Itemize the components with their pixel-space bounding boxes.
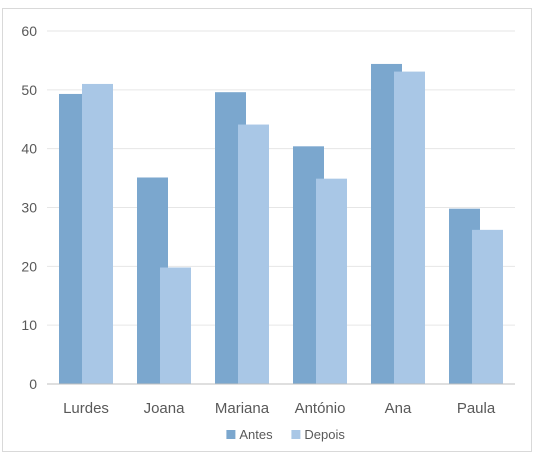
x-category-label: Mariana — [215, 400, 270, 417]
y-tick-label: 10 — [21, 317, 37, 333]
x-category-label: Paula — [457, 400, 496, 417]
x-category-label: António — [295, 400, 346, 417]
y-tick-label: 40 — [21, 141, 37, 157]
y-axis-ticks: 0 10 20 30 40 50 60 — [21, 23, 37, 392]
legend-swatch-antes — [226, 430, 236, 439]
bar-chart: 0 10 20 30 40 50 60 Lurdes Joana Mariana António A… — [21, 23, 515, 442]
x-axis-categories: Lurdes Joana Mariana António Ana Paula — [63, 400, 496, 417]
bar-depois-1 — [160, 267, 191, 384]
chart-frame: 0 10 20 30 40 50 60 Lurdes Joana Mariana António A… — [2, 8, 532, 452]
bar-depois-4 — [394, 71, 425, 384]
legend: Antes Depois — [226, 427, 345, 442]
y-tick-label: 60 — [21, 23, 37, 39]
x-category-label: Ana — [385, 400, 412, 417]
y-tick-label: 0 — [29, 376, 37, 392]
legend-label-depois: Depois — [304, 427, 345, 442]
bar-depois-2 — [238, 124, 269, 385]
bar-depois-3 — [316, 178, 347, 384]
y-tick-label: 20 — [21, 258, 37, 274]
legend-label-antes: Antes — [239, 427, 273, 442]
gridlines — [47, 30, 515, 326]
y-tick-label: 50 — [21, 82, 37, 98]
legend-swatch-depois — [291, 430, 301, 439]
bars — [59, 63, 503, 385]
bar-depois-0 — [82, 83, 113, 384]
x-category-label: Joana — [144, 400, 186, 417]
bar-depois-5 — [472, 229, 503, 384]
y-tick-label: 30 — [21, 200, 37, 216]
x-category-label: Lurdes — [63, 400, 109, 417]
